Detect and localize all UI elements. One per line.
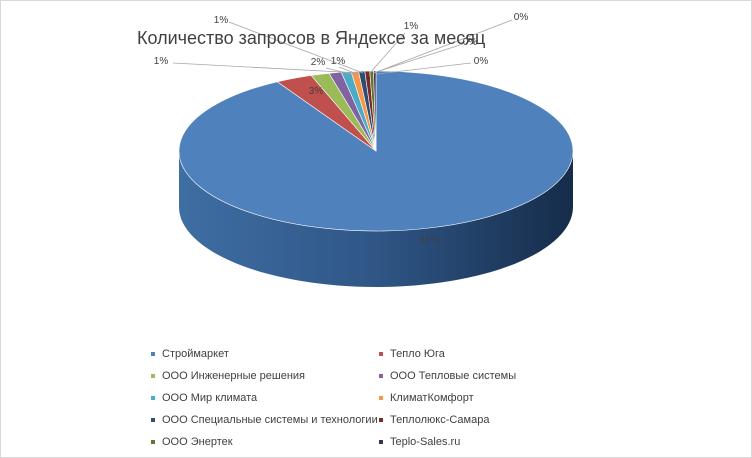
legend-swatch — [379, 374, 383, 378]
leader-line-8 — [373, 19, 513, 74]
pie-data-labels: 91% 3% 2% 1% 1% 1% 1% 0% 0% 0% — [154, 12, 529, 246]
legend: Строймаркет Тепло Юга ООО Инженерные решен… — [151, 343, 571, 453]
legend-label: Теплолюкс-Самара — [390, 414, 490, 426]
pie-chart: 91% 3% 2% 1% 1% 1% 1% 0% 0% 0% Количество запросо… — [137, 12, 574, 287]
legend-label: Teplo-Sales.ru — [390, 436, 461, 448]
legend-item: ООО Мир климата — [151, 387, 379, 409]
legend-item: КлиматКомфорт — [379, 387, 571, 409]
data-label-3: 1% — [331, 56, 346, 67]
legend-label: ООО Энертек — [162, 436, 233, 448]
legend-swatch — [151, 418, 155, 422]
legend-swatch — [151, 396, 155, 400]
legend-label: Строймаркет — [162, 348, 229, 360]
legend-item: ООО Тепловые системы — [379, 365, 571, 387]
legend-swatch — [151, 440, 155, 444]
legend-label: Тепло Юга — [390, 348, 445, 360]
leader-line-9 — [376, 62, 472, 75]
legend-label: ООО Специальные системы и технологии — [162, 414, 378, 426]
legend-swatch — [151, 352, 155, 356]
pie-slice-9 — [373, 70, 377, 152]
legend-swatch — [379, 352, 383, 356]
legend-item: Строймаркет — [151, 343, 379, 365]
data-label-1: 3% — [309, 86, 324, 97]
data-label-0: 91% — [419, 235, 439, 246]
legend-swatch — [379, 418, 383, 422]
pie-slices — [178, 70, 574, 232]
pie-leader-lines — [172, 19, 513, 76]
data-label-6: 1% — [404, 21, 419, 32]
legend-swatch — [379, 396, 383, 400]
legend-item: ООО Инженерные решения — [151, 365, 379, 387]
leader-line-6 — [369, 32, 406, 74]
data-label-5: 1% — [214, 15, 229, 26]
legend-swatch — [379, 440, 383, 444]
legend-item: Teplo-Sales.ru — [379, 431, 571, 453]
data-label-9: 0% — [474, 56, 489, 67]
legend-label: ООО Тепловые системы — [390, 370, 517, 382]
legend-label: КлиматКомфорт — [390, 392, 474, 404]
legend-item: ООО Энертек — [151, 431, 379, 453]
data-label-2: 2% — [311, 57, 326, 68]
legend-swatch — [151, 374, 155, 378]
pie-side-0 — [179, 151, 573, 287]
leader-line-7 — [372, 43, 464, 74]
data-label-7: 0% — [463, 37, 478, 48]
data-label-4: 1% — [154, 56, 169, 67]
chart-title: Количество запросов в Яндексе за месяц — [137, 28, 485, 48]
leader-line-2 — [325, 67, 356, 76]
legend-item: Тепло Юга — [379, 343, 571, 365]
pie-side-wall — [179, 151, 573, 287]
leader-line-5 — [228, 21, 364, 74]
legend-item: Теплолюкс-Самара — [379, 409, 571, 431]
legend-label: ООО Мир климата — [162, 392, 258, 404]
data-label-8: 0% — [514, 12, 529, 23]
leader-line-4 — [172, 62, 361, 74]
legend-label: ООО Инженерные решения — [162, 370, 305, 382]
legend-item: ООО Специальные системы и технологии — [151, 409, 379, 431]
